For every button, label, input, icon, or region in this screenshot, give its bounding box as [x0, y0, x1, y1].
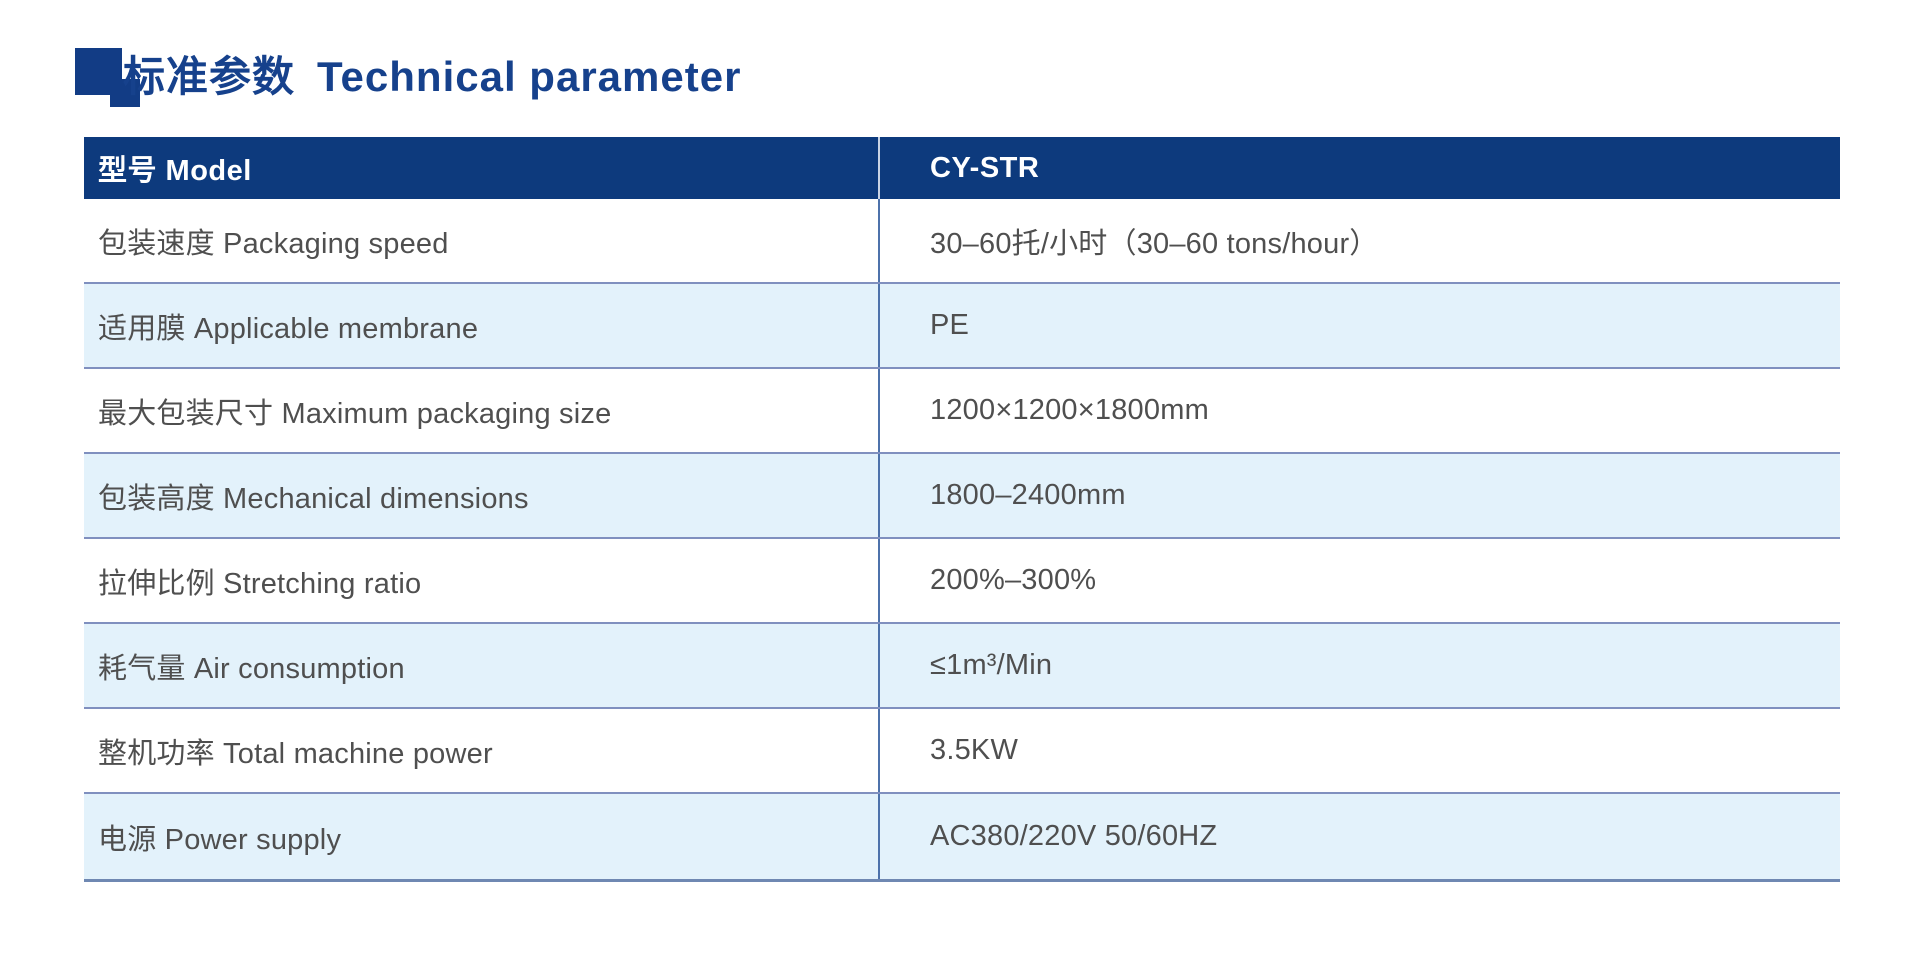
- table-row: 适用膜 Applicable membrane PE: [84, 284, 1840, 369]
- row-value: AC380/220V 50/60HZ: [878, 794, 1840, 879]
- table-row: 拉伸比例 Stretching ratio 200%–300%: [84, 539, 1840, 624]
- row-value: 200%–300%: [878, 539, 1840, 622]
- row-value: 3.5KW: [878, 709, 1840, 792]
- spec-table: 型号 Model CY-STR 包装速度 Packaging speed 30–…: [84, 137, 1840, 882]
- row-label: 包装速度 Packaging speed: [98, 227, 449, 260]
- table-row: 最大包装尺寸 Maximum packaging size 1200×1200×…: [84, 369, 1840, 454]
- table-row: 电源 Power supply AC380/220V 50/60HZ: [84, 794, 1840, 879]
- row-label: 最大包装尺寸 Maximum packaging size: [98, 397, 612, 430]
- table-row: 耗气量 Air consumption ≤1m³/Min: [84, 624, 1840, 709]
- icon-square-small: [110, 79, 140, 107]
- table-body: 包装速度 Packaging speed 30–60托/小时（30–60 ton…: [84, 199, 1840, 879]
- row-value: 30–60托/小时（30–60 tons/hour）: [878, 199, 1840, 282]
- page-title: 标准参数 Technical parameter: [123, 42, 741, 112]
- page-title-en: Technical parameter: [317, 53, 742, 100]
- row-label: 耗气量 Air consumption: [98, 652, 405, 685]
- table-row: 包装高度 Mechanical dimensions 1800–2400mm: [84, 454, 1840, 539]
- row-label: 包装高度 Mechanical dimensions: [98, 482, 529, 515]
- row-value: PE: [878, 284, 1840, 367]
- header-model-value: CY-STR: [878, 137, 1840, 199]
- page-title-zh: 标准参数: [123, 53, 296, 100]
- row-label: 电源 Power supply: [98, 823, 342, 856]
- row-label: 适用膜 Applicable membrane: [98, 312, 479, 345]
- table-header-row: 型号 Model CY-STR: [84, 137, 1840, 199]
- row-label: 拉伸比例 Stretching ratio: [98, 567, 422, 600]
- overlapping-squares-icon: [75, 48, 141, 112]
- table-row: 包装速度 Packaging speed 30–60托/小时（30–60 ton…: [84, 199, 1840, 284]
- header-model-label: 型号 Model: [98, 155, 252, 187]
- row-value: 1800–2400mm: [878, 454, 1840, 537]
- table-row: 整机功率 Total machine power 3.5KW: [84, 709, 1840, 794]
- row-value: ≤1m³/Min: [878, 624, 1840, 707]
- row-value: 1200×1200×1800mm: [878, 369, 1840, 452]
- row-label: 整机功率 Total machine power: [98, 737, 493, 770]
